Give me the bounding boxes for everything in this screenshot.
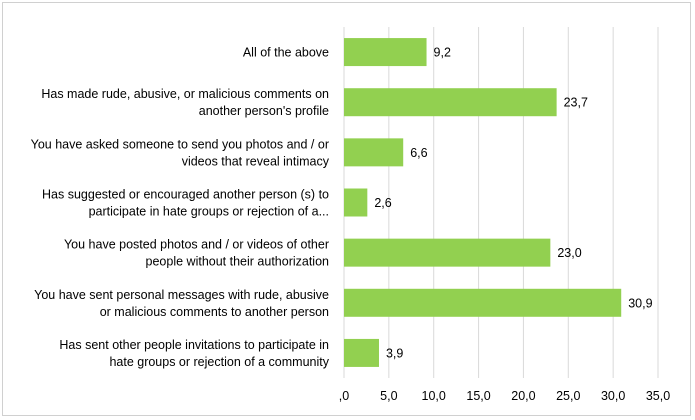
x-tick-label: 10,0 [422,389,446,403]
bar [344,238,551,267]
data-label: 30,9 [628,296,652,310]
category-labels: All of the above Has made rude, abusive, … [31,46,330,369]
x-axis-ticks: ,0 5,0 10,0 15,0 20,0 25,0 30,0 35,0 [339,389,670,403]
x-tick-label: 35,0 [646,389,670,403]
category-label: You have sent personal messages with rud… [34,288,329,319]
bar [344,338,379,367]
x-tick-label: 5,0 [380,389,397,403]
gridlines [343,27,659,378]
category-label: You have asked someone to send you photo… [31,137,330,168]
bar [344,288,622,317]
category-label: Has suggested or encouraged another pers… [42,188,329,219]
data-label: 23,7 [564,96,588,110]
category-label: Has made rude, abusive, or malicious com… [41,87,329,118]
data-label: 9,2 [434,46,451,60]
data-labels: 9,2 23,7 6,6 2,6 23,0 30,9 3,9 [374,46,652,361]
x-tick-label: 25,0 [556,389,580,403]
data-label: 3,9 [386,346,403,360]
category-label: Has sent other people invitations to par… [59,338,329,369]
x-tick-label: ,0 [339,389,349,403]
bar [344,138,404,167]
bar [344,188,368,217]
bar [344,88,557,117]
x-tick-label: 20,0 [511,389,535,403]
bars [344,38,622,367]
category-label: All of the above [243,46,329,60]
bar [344,38,427,67]
data-label: 6,6 [410,146,427,160]
data-label: 2,6 [374,196,391,210]
data-label: 23,0 [557,246,581,260]
x-tick-label: 30,0 [601,389,625,403]
x-tick-label: 15,0 [466,389,490,403]
category-label: You have posted photos and / or videos o… [64,238,329,269]
